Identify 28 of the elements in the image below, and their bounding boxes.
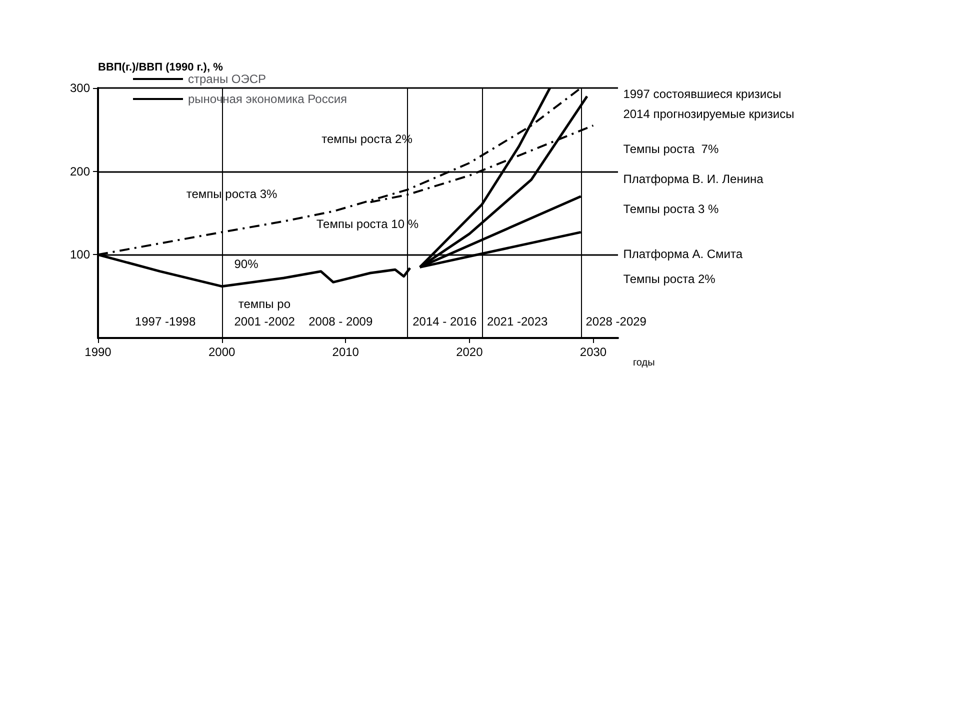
y-axis-title: ВВП(г.)/ВВП (1990 г.), % (98, 62, 224, 74)
annotation: 90% (234, 257, 259, 271)
y-tick-label: 100 (70, 248, 90, 262)
x-tick-label: 2010 (332, 345, 360, 359)
text: Темпы роста 2% (623, 272, 716, 286)
text: 2014 прогнозируемые кризисы (623, 107, 794, 121)
y-tick-label: 200 (70, 164, 90, 178)
annotation: 1997 -1998 (134, 314, 196, 328)
text: 1997 состоявшиеся кризисы (623, 87, 782, 101)
x-tick-label: 2020 (456, 345, 484, 359)
annotation: Темпы роста 10 % (316, 217, 419, 231)
x-axis-title: годы (633, 358, 655, 368)
annotation: 2001 -2002 (234, 314, 296, 328)
text: Платформа А. Смита (623, 247, 743, 261)
y-tick-label: 300 (70, 81, 90, 95)
annotation: 2021 -2023 (486, 314, 548, 328)
annotation: темпы роста 3% (186, 187, 278, 201)
text: Платформа В. И. Ленина (623, 172, 764, 186)
x-tick-label: 1990 (84, 345, 112, 359)
text: Темпы роста 7% (623, 142, 719, 156)
annotation: 2028 -2029 (586, 314, 647, 328)
text: Темпы роста 3 % (623, 202, 719, 216)
x-tick-label: 2030 (580, 345, 607, 359)
annotation: 2014 - 2016 (412, 314, 477, 328)
x-tick-label: 2000 (208, 345, 236, 359)
annotation: темпы ро (238, 297, 291, 311)
annotation: 2008 - 2009 (308, 314, 373, 328)
legend-label: страны ОЭСР (188, 72, 266, 86)
